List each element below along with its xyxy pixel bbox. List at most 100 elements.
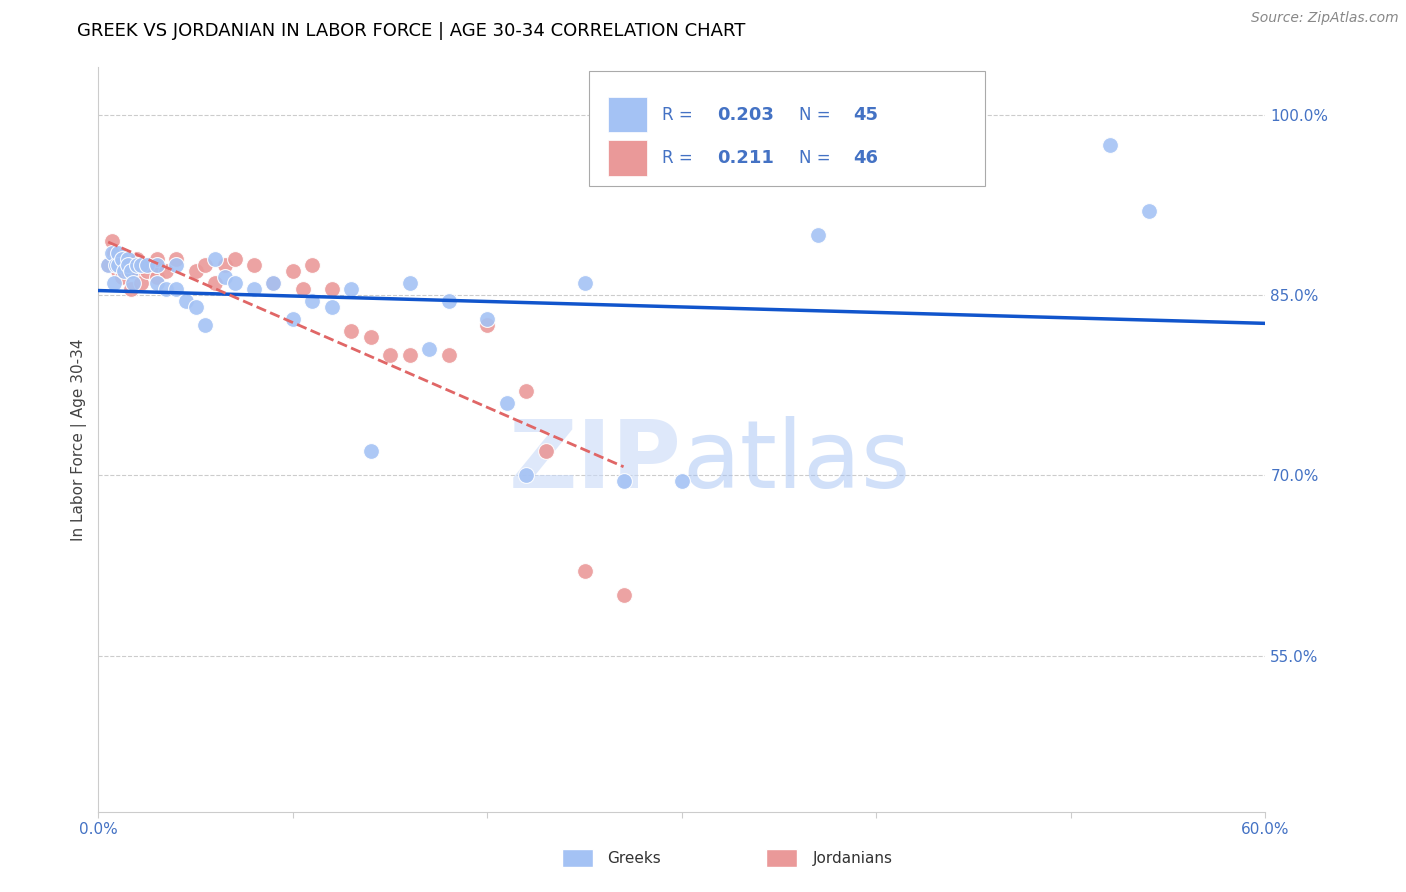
Point [107, 252, 129, 266]
Point [107, 264, 129, 278]
Text: R =: R = [662, 106, 697, 124]
Point [184, 264, 207, 278]
FancyBboxPatch shape [609, 141, 647, 176]
Point [613, 589, 636, 603]
Y-axis label: In Labor Force | Age 30-34: In Labor Force | Age 30-34 [72, 338, 87, 541]
Point [146, 258, 169, 272]
Point [204, 252, 226, 266]
Point [671, 475, 693, 489]
Point [136, 264, 159, 278]
Point [398, 348, 420, 362]
Point [194, 318, 217, 333]
Point [184, 300, 207, 314]
Point [574, 276, 596, 290]
Point [321, 300, 343, 314]
Point [360, 444, 382, 458]
Point [146, 276, 169, 290]
Point [262, 276, 284, 290]
FancyBboxPatch shape [589, 70, 986, 186]
Text: Source: ZipAtlas.com: Source: ZipAtlas.com [1251, 11, 1399, 25]
Point [477, 318, 499, 333]
Point [146, 258, 169, 272]
Point [224, 276, 246, 290]
Point [104, 252, 127, 266]
Point [301, 294, 323, 309]
Point [122, 276, 145, 290]
Point [117, 258, 139, 272]
Point [574, 565, 596, 579]
Point [165, 252, 187, 266]
Point [155, 282, 177, 296]
Point [107, 246, 129, 260]
Point [1098, 138, 1121, 153]
Point [165, 282, 187, 296]
Point [112, 264, 135, 278]
Text: N =: N = [799, 149, 835, 167]
Point [101, 246, 124, 260]
Point [360, 330, 382, 344]
Text: R =: R = [662, 149, 703, 167]
FancyBboxPatch shape [609, 97, 647, 132]
Point [111, 270, 134, 285]
Point [243, 258, 266, 272]
Point [117, 258, 139, 272]
Point [194, 258, 217, 272]
Point [97, 258, 120, 272]
Point [398, 276, 420, 290]
Point [121, 282, 143, 296]
Point [515, 468, 537, 483]
Text: GREEK VS JORDANIAN IN LABOR FORCE | AGE 30-34 CORRELATION CHART: GREEK VS JORDANIAN IN LABOR FORCE | AGE … [77, 22, 745, 40]
Point [418, 342, 440, 356]
Point [214, 270, 236, 285]
Point [112, 258, 135, 272]
Point [262, 276, 284, 290]
Point [613, 475, 636, 489]
Point [111, 252, 134, 266]
Text: Greeks: Greeks [607, 851, 661, 865]
Point [477, 312, 499, 326]
Point [1137, 204, 1160, 219]
Point [101, 234, 124, 248]
Point [146, 270, 169, 285]
Point [129, 276, 152, 290]
Text: atlas: atlas [682, 416, 910, 508]
Point [127, 258, 149, 272]
Text: Jordanians: Jordanians [813, 851, 893, 865]
Point [281, 264, 304, 278]
Point [117, 252, 139, 266]
Point [515, 384, 537, 399]
Point [340, 324, 363, 338]
Point [165, 258, 187, 272]
Point [807, 228, 830, 243]
Point [340, 282, 363, 296]
Point [214, 258, 236, 272]
Point [224, 252, 246, 266]
Point [117, 252, 139, 266]
Point [243, 282, 266, 296]
Point [495, 396, 517, 410]
Point [107, 258, 129, 272]
Point [127, 252, 149, 266]
Text: 0.211: 0.211 [717, 149, 773, 167]
Point [534, 444, 557, 458]
Text: 46: 46 [853, 149, 879, 167]
Point [129, 258, 152, 272]
Point [136, 258, 159, 272]
Point [146, 252, 169, 266]
Point [122, 264, 145, 278]
Point [437, 294, 460, 309]
Text: N =: N = [799, 106, 835, 124]
Point [104, 258, 127, 272]
Point [136, 258, 159, 272]
Text: ZIP: ZIP [509, 416, 682, 508]
Point [107, 258, 129, 272]
Point [291, 282, 314, 296]
Point [127, 264, 149, 278]
Point [103, 276, 125, 290]
Point [117, 264, 139, 278]
Point [204, 276, 226, 290]
Point [174, 294, 197, 309]
Point [378, 348, 402, 362]
Point [301, 258, 323, 272]
Text: 0.203: 0.203 [717, 106, 773, 124]
